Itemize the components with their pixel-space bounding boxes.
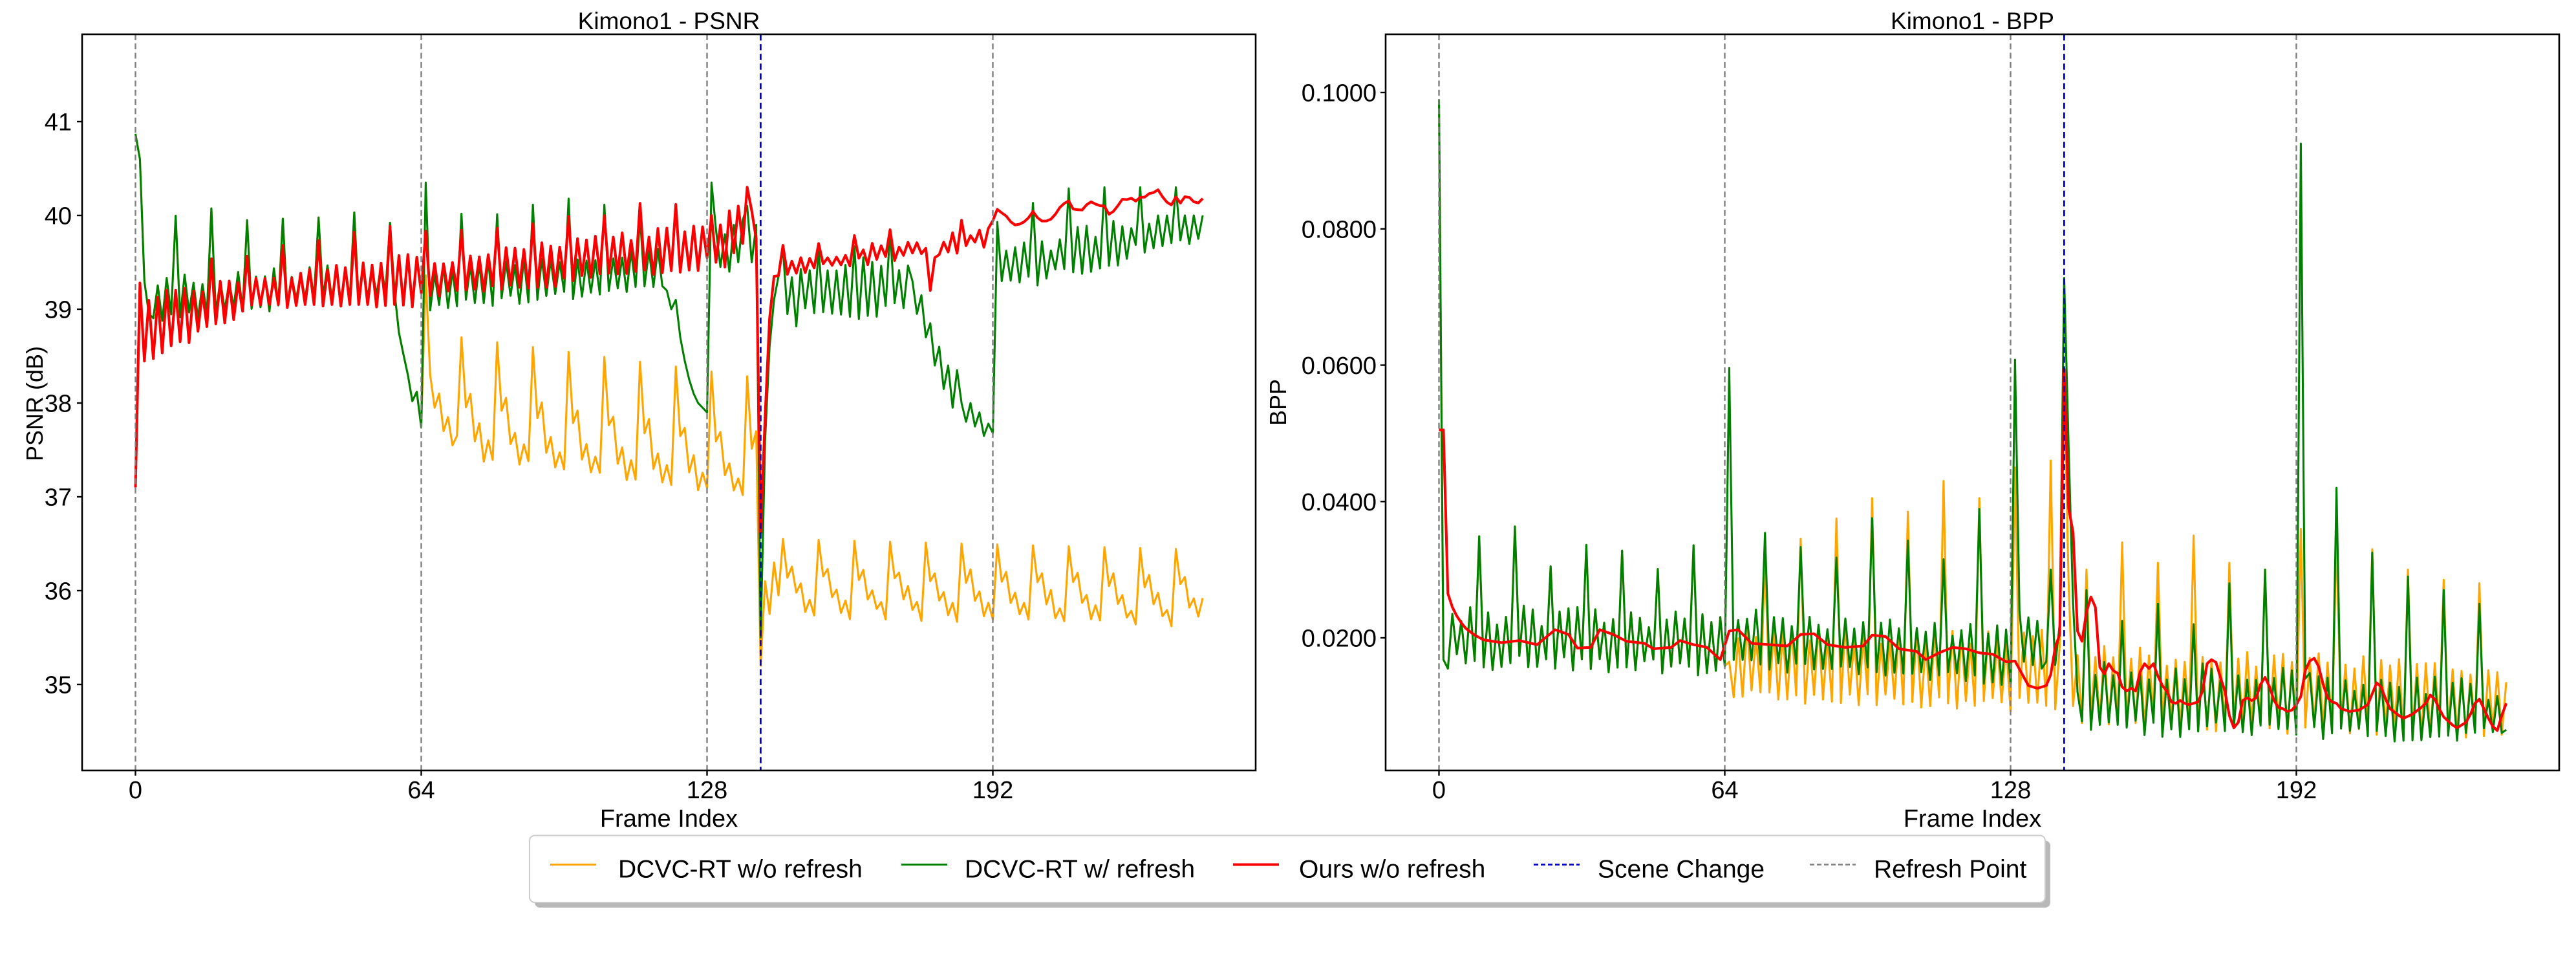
svg-text:37: 37 [45,485,72,512]
svg-text:PSNR (dB): PSNR (dB) [21,346,48,461]
svg-text:0.0800: 0.0800 [1302,216,1377,243]
svg-text:DCVC-RT w/ refresh: DCVC-RT w/ refresh [965,856,1195,884]
svg-text:40: 40 [45,203,72,230]
svg-text:128: 128 [1990,777,2031,804]
svg-text:0.1000: 0.1000 [1302,80,1377,107]
svg-text:192: 192 [2276,777,2317,804]
svg-text:0: 0 [1432,777,1446,804]
svg-text:128: 128 [687,777,727,804]
svg-text:192: 192 [972,777,1013,804]
svg-text:0: 0 [129,777,142,804]
svg-text:38: 38 [45,391,72,418]
svg-text:DCVC-RT w/o refresh: DCVC-RT w/o refresh [618,856,863,884]
svg-text:Scene Change: Scene Change [1598,856,1765,884]
svg-text:35: 35 [45,672,72,699]
svg-text:0.0600: 0.0600 [1302,353,1377,380]
svg-text:Frame Index: Frame Index [1904,805,2041,833]
svg-text:64: 64 [407,777,435,804]
svg-text:Frame Index: Frame Index [600,805,738,833]
svg-text:Refresh Point: Refresh Point [1874,856,2026,884]
svg-text:0.0400: 0.0400 [1302,489,1377,516]
svg-text:41: 41 [45,109,72,136]
svg-text:39: 39 [45,297,72,324]
svg-text:Ours w/o refresh: Ours w/o refresh [1299,856,1485,884]
svg-text:36: 36 [45,578,72,605]
svg-text:Kimono1 - PSNR: Kimono1 - PSNR [578,8,760,34]
svg-text:BPP: BPP [1265,379,1291,426]
svg-text:64: 64 [1711,777,1738,804]
svg-text:0.0200: 0.0200 [1302,626,1377,653]
svg-text:Kimono1 - BPP: Kimono1 - BPP [1891,8,2054,34]
